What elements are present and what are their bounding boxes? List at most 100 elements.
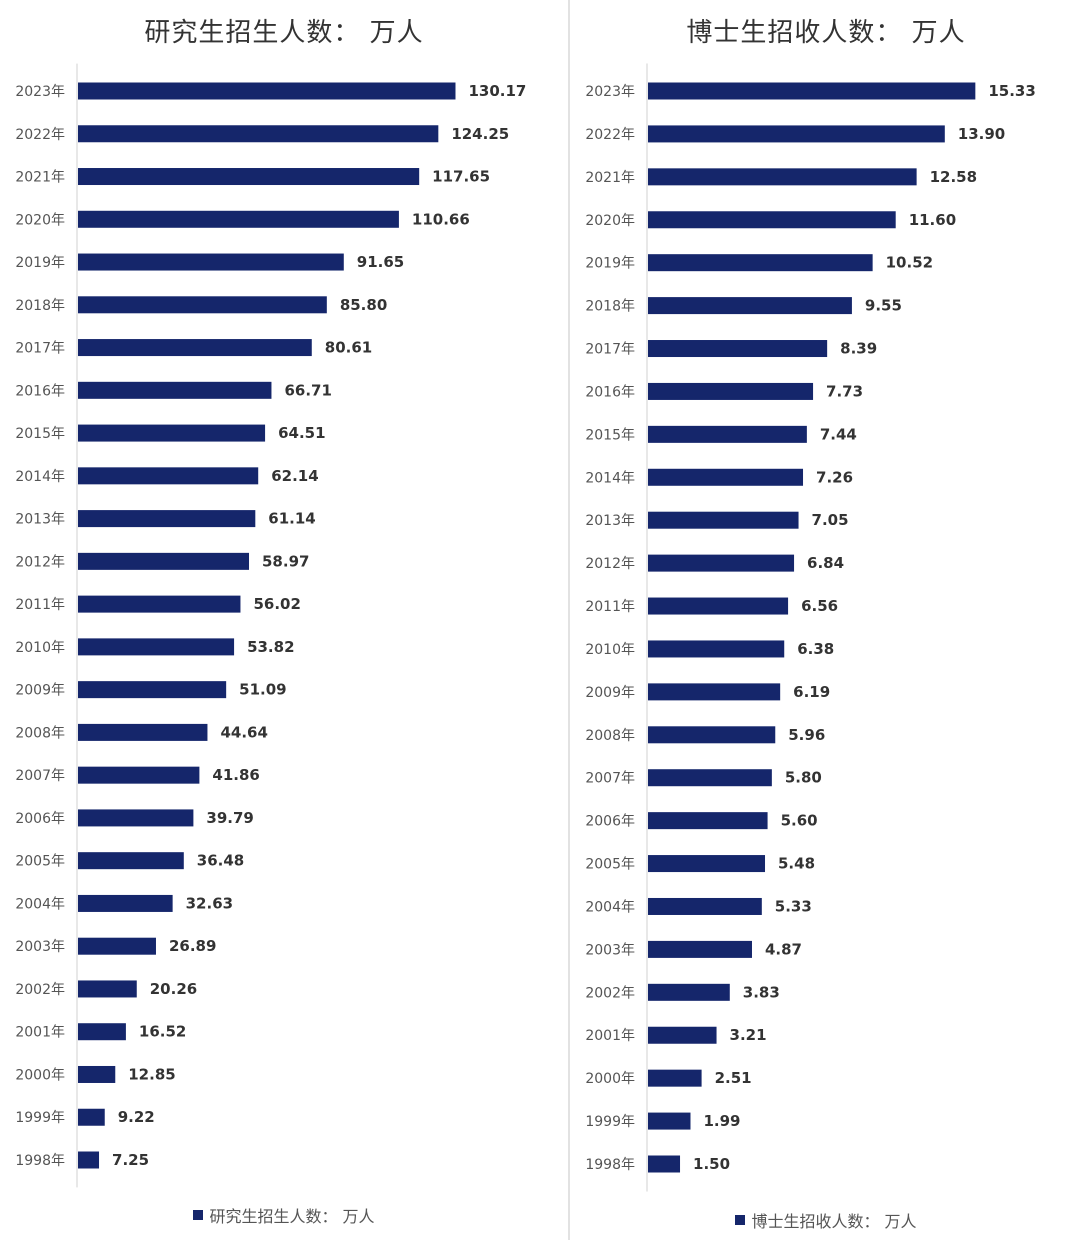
bar: [648, 340, 828, 358]
category-tick-label: 2017年: [15, 341, 65, 357]
category-tick-label: 1998年: [15, 1153, 65, 1169]
bar: [648, 897, 762, 915]
bar: [648, 1026, 717, 1044]
left-chart-title: 研究生招生人数： 万人: [144, 18, 424, 48]
category-tick-label: 2002年: [15, 982, 65, 998]
bar: [648, 769, 772, 787]
bar: [648, 726, 776, 744]
bar: [78, 638, 235, 656]
bar-value-label: 32.63: [186, 894, 233, 912]
bar: [78, 681, 227, 699]
bar-value-label: 80.61: [325, 339, 372, 357]
bar: [78, 253, 344, 271]
bar: [78, 980, 137, 998]
bar: [78, 595, 241, 613]
bar: [648, 468, 804, 486]
category-tick-label: 2005年: [15, 854, 65, 870]
bar: [648, 1069, 702, 1087]
category-tick-label: 2015年: [15, 426, 65, 442]
category-tick-label: 2011年: [15, 597, 65, 613]
bar: [648, 940, 752, 958]
bar: [78, 894, 173, 912]
category-tick-label: 2000年: [585, 1071, 635, 1087]
category-tick-label: 2011年: [585, 599, 635, 615]
bar: [648, 425, 807, 443]
right-legend: 博士生招收人数： 万人: [572, 1208, 1080, 1232]
category-tick-label: 2021年: [15, 170, 65, 186]
bar: [78, 552, 250, 570]
category-tick-label: 2008年: [15, 725, 65, 741]
bar-value-label: 7.05: [812, 511, 849, 529]
category-tick-label: 2003年: [585, 942, 635, 958]
bar-value-label: 5.80: [785, 769, 822, 787]
right-chart-title: 博士生招收人数： 万人: [686, 18, 966, 48]
bar: [78, 467, 259, 485]
bar: [648, 168, 917, 186]
bar: [78, 723, 208, 741]
right-chart-panel: 博士生招收人数： 万人 2023年 15.33 2022年 13.90 2021年 12.…: [572, 0, 1080, 1240]
bar-value-label: 41.86: [212, 766, 259, 784]
bar-value-label: 12.85: [128, 1065, 175, 1083]
bar-value-label: 7.73: [826, 382, 863, 400]
bar-value-label: 6.38: [797, 640, 834, 658]
category-tick-label: 2023年: [585, 84, 635, 100]
bar: [78, 1108, 105, 1126]
category-tick-label: 2015年: [585, 427, 635, 443]
bar: [78, 424, 266, 442]
category-tick-label: 2019年: [15, 255, 65, 271]
bar-value-label: 16.52: [139, 1023, 186, 1041]
category-tick-label: 2018年: [15, 298, 65, 314]
bar-value-label: 91.65: [357, 253, 404, 271]
bar-value-label: 9.55: [865, 297, 902, 315]
bar: [78, 1151, 100, 1169]
category-tick-label: 2017年: [585, 342, 635, 358]
bar: [648, 983, 730, 1001]
category-tick-label: 2005年: [585, 857, 635, 873]
bar-value-label: 7.44: [820, 425, 857, 443]
bar-value-label: 64.51: [278, 424, 325, 442]
bar-value-label: 66.71: [284, 381, 331, 399]
bar-value-label: 6.19: [793, 683, 830, 701]
bar-value-label: 8.39: [840, 340, 877, 358]
bar: [78, 852, 184, 870]
category-tick-label: 2009年: [15, 683, 65, 699]
bar: [648, 640, 785, 658]
left-legend-label: 研究生招生人数： 万人: [209, 1207, 375, 1226]
bar-value-label: 44.64: [220, 723, 267, 741]
bar: [78, 339, 312, 357]
bar-value-label: 51.09: [239, 681, 286, 699]
bar: [78, 937, 156, 955]
category-tick-label: 2007年: [585, 771, 635, 787]
category-tick-label: 2014年: [585, 470, 635, 486]
category-tick-label: 2009年: [585, 685, 635, 701]
bar-value-label: 5.33: [775, 897, 812, 915]
legend-swatch: [735, 1215, 746, 1225]
bar-value-label: 6.56: [801, 597, 838, 615]
bar-value-label: 7.25: [112, 1151, 149, 1169]
bar: [78, 168, 420, 186]
bar: [78, 1023, 126, 1041]
bar: [78, 766, 200, 784]
category-tick-label: 2006年: [585, 814, 635, 830]
category-tick-label: 2012年: [15, 554, 65, 570]
bar: [78, 381, 272, 399]
category-tick-label: 2023年: [15, 84, 65, 100]
category-tick-label: 2008年: [585, 728, 635, 744]
bar-value-label: 2.51: [715, 1069, 752, 1087]
bar-value-label: 1.99: [703, 1112, 740, 1130]
bar-value-label: 124.25: [451, 125, 509, 143]
category-tick-label: 2013年: [585, 513, 635, 529]
legend-swatch: [193, 1210, 204, 1220]
category-tick-label: 2010年: [585, 642, 635, 658]
bar-value-label: 26.89: [169, 937, 216, 955]
bar-value-label: 6.84: [807, 554, 844, 572]
category-tick-label: 2002年: [585, 985, 635, 1001]
category-tick-label: 2018年: [585, 299, 635, 315]
bar-value-label: 3.83: [743, 983, 780, 1001]
bar: [648, 211, 896, 229]
bar-value-label: 61.14: [268, 510, 315, 528]
category-tick-label: 2004年: [585, 899, 635, 915]
category-tick-label: 2001年: [585, 1028, 635, 1044]
category-tick-label: 2013年: [15, 512, 65, 528]
bar-value-label: 110.66: [412, 210, 470, 228]
